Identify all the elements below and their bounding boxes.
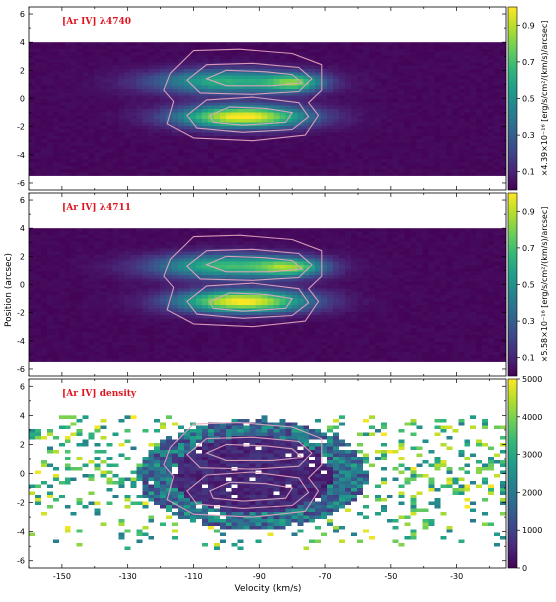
y-tick-label: -6: [17, 365, 25, 374]
colorbar-tick-label: 0.7: [522, 244, 535, 253]
panel-title-1: [Ar IV] λ4740: [62, 17, 131, 27]
heatmap-images: [29, 42, 506, 554]
colorbar-tick-label: 0.5: [522, 95, 535, 104]
y-tick-label: 6: [20, 196, 25, 205]
x-tick-label: -150: [53, 572, 71, 581]
colorbar-3: [507, 378, 518, 569]
contour-upper: [186, 62, 313, 95]
axes-layer: -6 -4 -2 0 2 4 6 [Ar IV] λ4740 0.1 0.3 0.5 0.7 0.9 ×4…: [17, 6, 549, 581]
colorbar-tick-label: 5000: [522, 375, 542, 384]
y-tick-label: -6: [17, 179, 25, 188]
y-tick-label: 6: [20, 10, 25, 19]
colorbar-tick-label: 2000: [522, 488, 542, 497]
x-tick-label: -70: [319, 572, 332, 581]
panel-title-3: [Ar IV] density: [62, 389, 137, 399]
y-tick-label: -4: [17, 528, 25, 537]
colorbar-tick-label: 0.9: [522, 207, 535, 216]
y-tick-label: 4: [20, 411, 25, 420]
colorbar-2: [507, 192, 518, 377]
contour-outer: [163, 48, 323, 142]
colorbar-tick-label: 0.7: [522, 58, 535, 67]
contour-lines-3: [163, 422, 323, 518]
y-tick-label: 4: [20, 224, 25, 233]
colorbar-tick-label: 1000: [522, 526, 542, 535]
x-tick-label: -30: [450, 572, 463, 581]
ticks-3: [28, 379, 506, 568]
y-tick-label: 2: [20, 252, 25, 261]
y-tick-label: -4: [17, 151, 25, 160]
colorbar-tick-label: 4000: [522, 413, 542, 422]
y-tick-label: -2: [17, 309, 25, 318]
contour-lower: [186, 96, 310, 133]
colorbar-tick-label: 0.9: [522, 21, 535, 30]
ticks-2: [28, 193, 506, 376]
y-tick-label: 0: [20, 281, 25, 290]
contour-lines-1: [163, 48, 323, 142]
y-tick-label: 2: [20, 440, 25, 449]
y-tick-label: 0: [20, 95, 25, 104]
x-tick-label: -130: [119, 572, 137, 581]
y-tick-label: -2: [17, 499, 25, 508]
x-axis-label: Velocity (km/s): [235, 584, 302, 594]
colorbar-tick-label: 0.1: [522, 354, 535, 363]
contour-lines-2: [163, 234, 323, 328]
colorbar-tick-label: 0.3: [522, 131, 535, 140]
contour-outer: [163, 234, 323, 328]
colorbar-tick-label: 0.1: [522, 168, 535, 177]
panel-title-2: [Ar IV] λ4711: [62, 203, 131, 213]
colorbar-tick-label: 0: [522, 564, 527, 573]
y-tick-label: 2: [20, 66, 25, 75]
x-tick-label: -110: [184, 572, 202, 581]
contour-outer: [163, 422, 323, 518]
y-tick-label: -4: [17, 337, 25, 346]
y-axis-label: Position (arcsec): [4, 253, 14, 327]
colorbar-label-1: ×4.39×10⁻¹⁶ [erg/s/cm²/(km/s)/arcsec]: [540, 21, 549, 177]
ticks-1: [28, 7, 506, 190]
colorbar-1: [507, 6, 518, 191]
contour-lower: [186, 471, 310, 509]
y-tick-label: 0: [20, 470, 25, 479]
contour-lower-inner: [209, 106, 294, 126]
contour-lower: [186, 282, 310, 319]
x-tick-label: -50: [384, 572, 397, 581]
contour-lower-inner: [209, 481, 294, 502]
contour-lower-inner: [209, 292, 294, 312]
contour-upper-inner: [205, 255, 304, 273]
y-tick-label: 6: [20, 382, 25, 391]
y-tick-label: -2: [17, 123, 25, 132]
contour-upper-inner: [205, 69, 304, 87]
colorbar-tick-label: 0.3: [522, 317, 535, 326]
y-tick-label: -6: [17, 557, 25, 566]
colorbar-tick-label: 0.5: [522, 281, 535, 290]
contour-upper: [186, 248, 313, 281]
contour-upper: [186, 436, 313, 470]
contour-upper-inner: [205, 443, 304, 461]
x-tick-label: -90: [253, 572, 266, 581]
y-tick-label: 4: [20, 38, 25, 47]
colorbar-tick-label: 3000: [522, 451, 542, 460]
colorbar-label-2: ×5.58×10⁻¹⁶ [erg/s/cm²/(km/s)/arcsec]: [540, 207, 549, 363]
